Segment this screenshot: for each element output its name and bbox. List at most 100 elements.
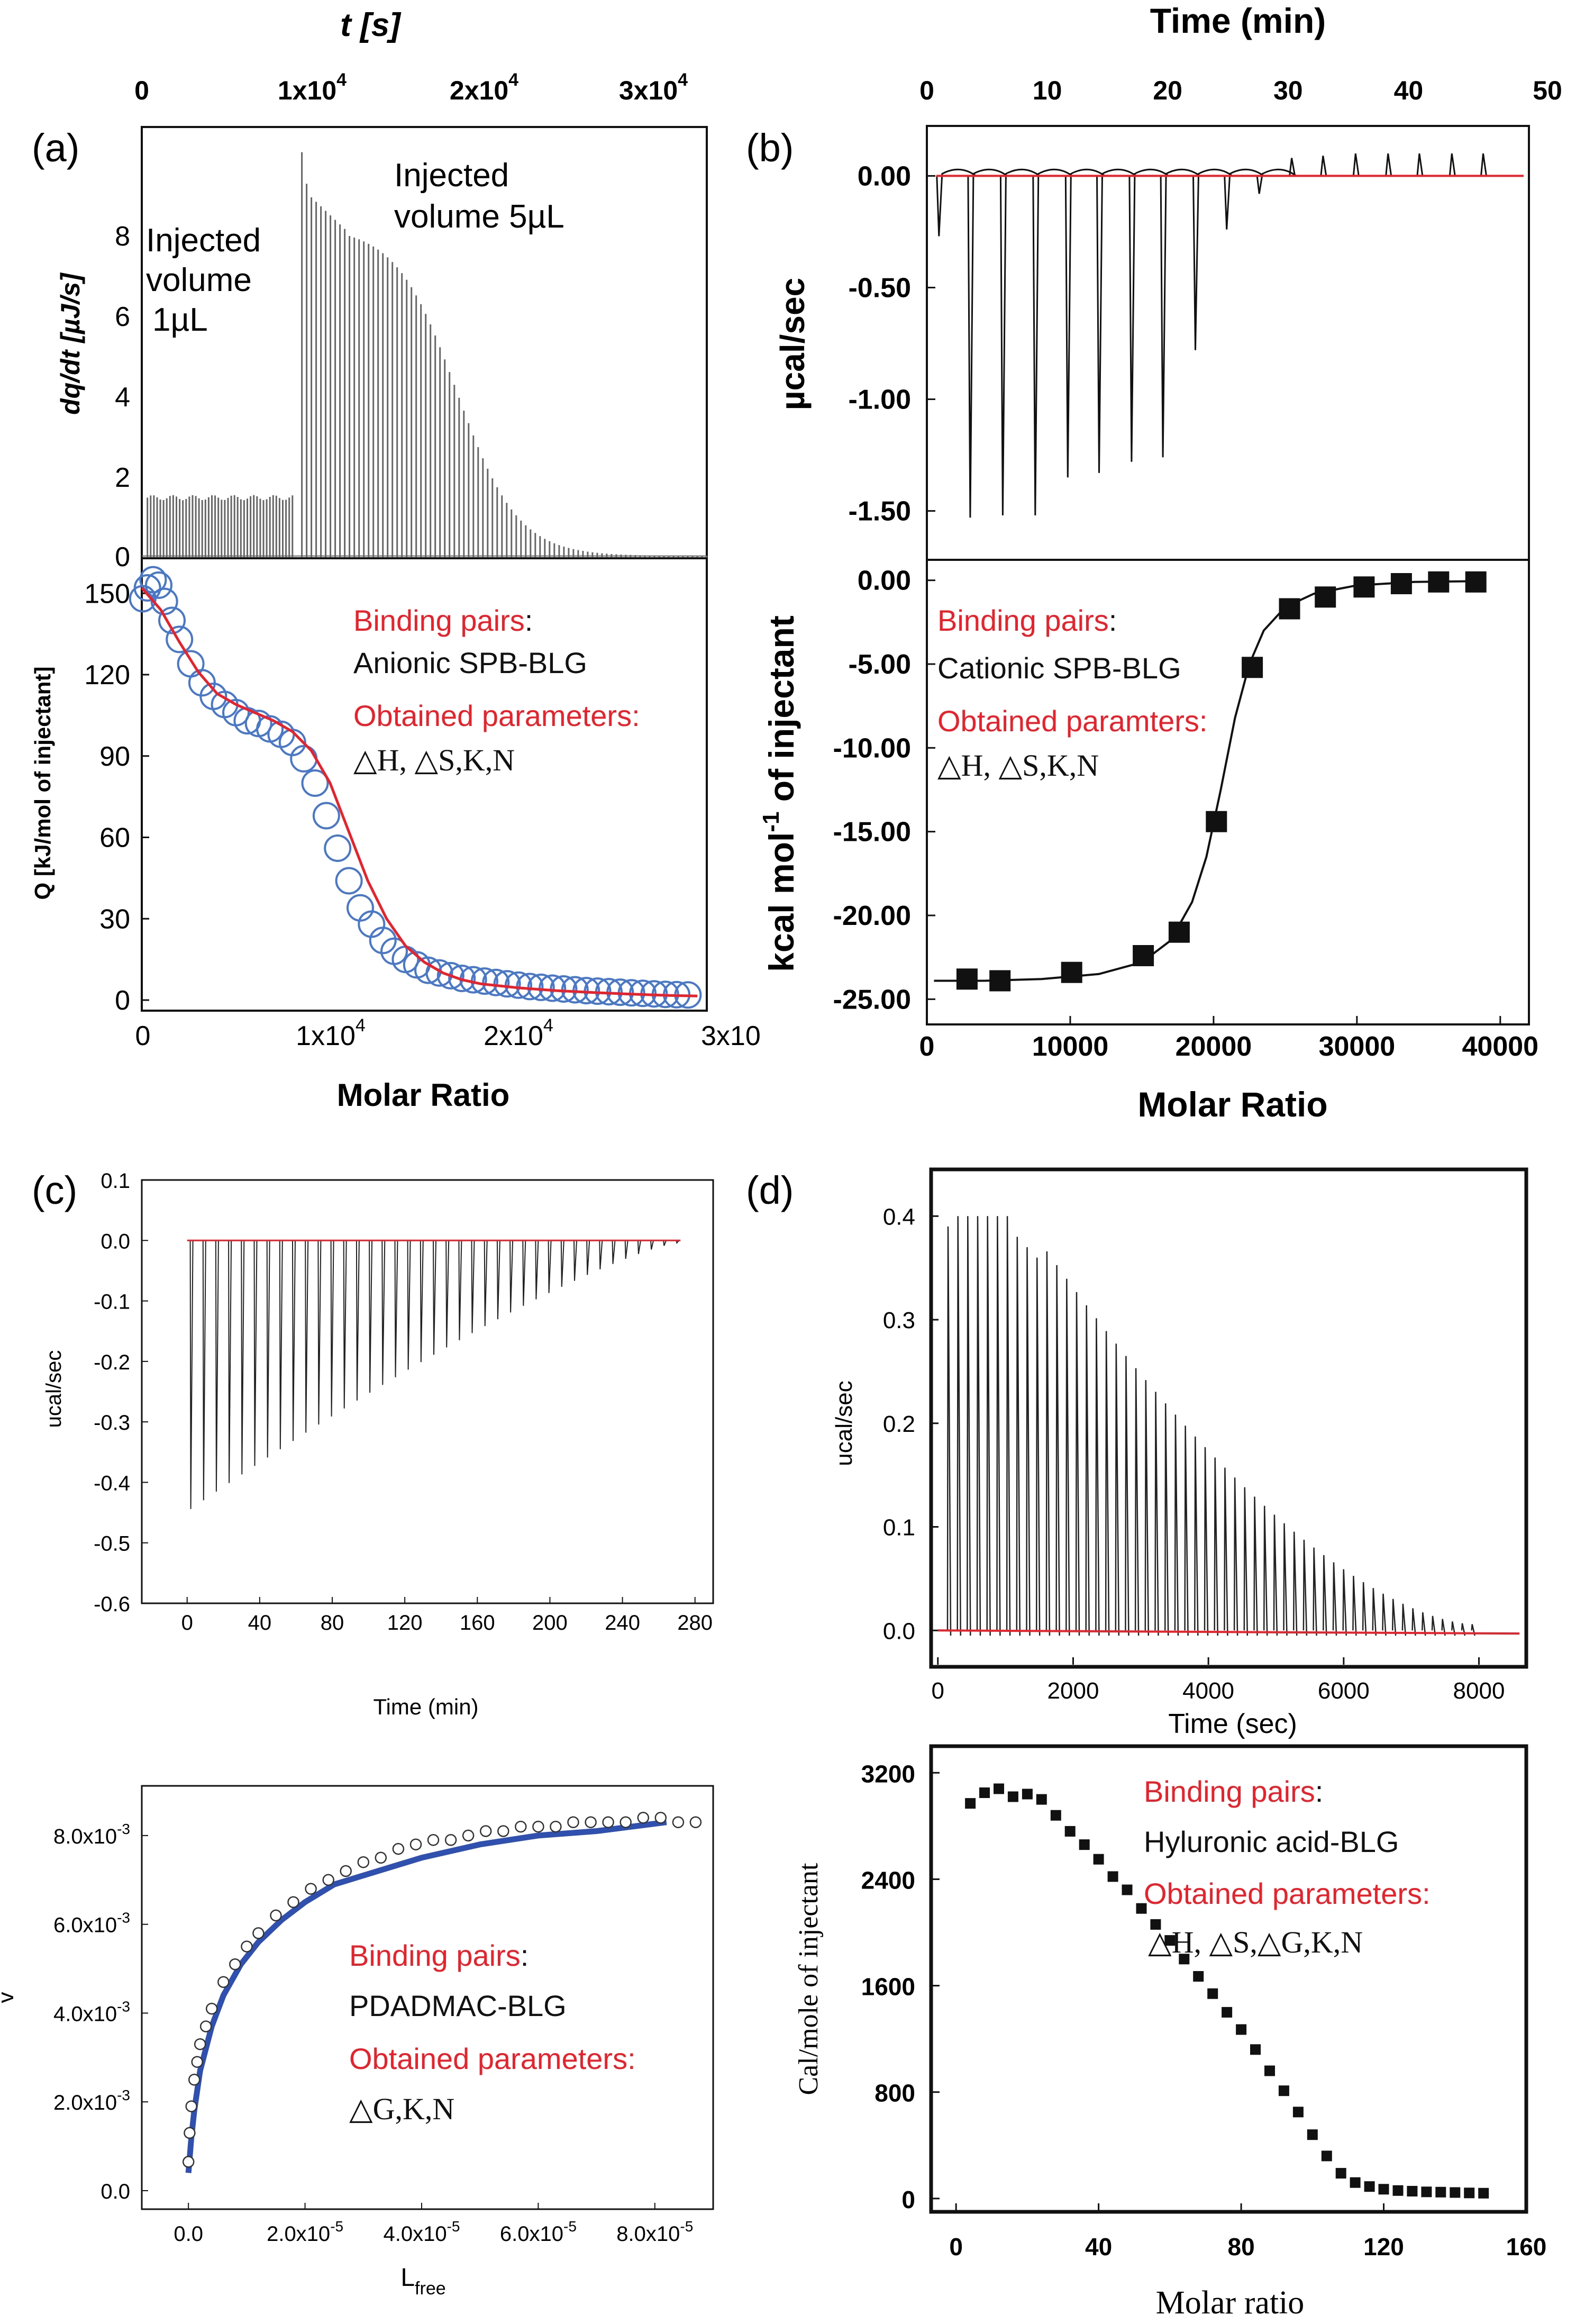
d-data-point	[1193, 1971, 1204, 1982]
c-injection-peak	[612, 1240, 616, 1264]
d-data-point	[1407, 2186, 1418, 2196]
panel-a-note1-line3: 1µL	[152, 302, 208, 338]
c-data-point	[462, 1829, 475, 1842]
d-injection-peak	[1253, 1496, 1258, 1636]
d-data-point	[1236, 2024, 1247, 2035]
d-data-point	[1093, 1854, 1104, 1865]
panel-a-op-value: △H, △S,K,N	[353, 743, 515, 777]
panel-a-note2-line1: Injected	[394, 157, 509, 194]
d-injection-peak	[1085, 1305, 1090, 1636]
c-injection-peak	[266, 1240, 270, 1458]
panel-d-bottom-ytick: 0	[901, 2186, 915, 2213]
panel-d-top-ytick: 0.0	[883, 1618, 915, 1644]
panel-b-bottom-xtick: 10000	[1032, 1031, 1109, 1062]
panel-d-bottom-xtick: 0	[949, 2233, 963, 2261]
a-data-point	[482, 968, 510, 996]
b-injection-peak	[1064, 168, 1106, 478]
b-data-point	[1168, 921, 1190, 943]
c-injection-peak	[522, 1240, 526, 1306]
panel-c-top-xtick: 160	[460, 1611, 495, 1635]
d-injection-peak	[1224, 1467, 1228, 1636]
d-data-point	[1022, 1789, 1033, 1800]
c-data-point	[322, 1874, 334, 1886]
d-injection-peak	[967, 1216, 971, 1636]
panel-a-bottom-ytick: 150	[84, 578, 130, 609]
panel-d-top-xtick: 6000	[1318, 1678, 1370, 1704]
d-data-point	[1079, 1839, 1090, 1850]
panel-d: (d) ucal/sec 0.00.10.20.30.4 0 2000 4000 60…	[746, 1167, 1547, 2321]
b-injection-peak	[1416, 153, 1424, 176]
d-data-point	[1050, 1810, 1061, 1821]
panel-c-bottom-xtick: 6.0x10-5	[500, 2218, 577, 2246]
a-data-point	[158, 606, 186, 634]
d-injection-peak	[1154, 1392, 1159, 1636]
panel-a-bottom-xtick-3: 3x10	[701, 1021, 761, 1051]
panel-d-top-xlabel: Time (sec)	[1168, 1709, 1297, 1739]
panel-a-bottom-ytick: 60	[99, 823, 130, 854]
c-data-point	[217, 1976, 230, 1988]
c-data-point	[602, 1816, 614, 1828]
d-data-point	[1007, 1791, 1018, 1802]
panel-d-bottom-yticks: 0 800 1600 2400 3200	[861, 1760, 940, 2213]
panel-b-top-tick: 30	[1273, 76, 1303, 105]
panel-b-bottom-xtick: 30000	[1319, 1031, 1396, 1062]
panel-a-top-tick-3: 3x104	[619, 70, 688, 105]
c-data-point	[689, 1816, 702, 1828]
panel-c-bottom-ytick: 4.0x10-3	[53, 1998, 130, 2026]
d-data-point	[1164, 1935, 1176, 1946]
b-data-point	[1061, 961, 1082, 983]
panel-c-top-ytick: -0.1	[94, 1291, 130, 1314]
d-injection-peak	[996, 1216, 1001, 1636]
b-data-point	[1206, 811, 1227, 832]
b-data-point	[1279, 598, 1300, 620]
panel-a: (a) t [s] 0 1x104 2x104 3x104 dq/dt [µJ/…	[30, 7, 761, 1113]
a-data-point	[436, 961, 464, 989]
b-injection-peak	[999, 168, 1041, 516]
panel-d-top-ytick: 0.2	[883, 1411, 915, 1437]
d-injection-peak	[1401, 1603, 1407, 1636]
d-injection-peak	[1441, 1619, 1446, 1636]
b-data-point	[1242, 657, 1263, 678]
panel-b-top-ytick: 0.00	[858, 161, 911, 192]
c-injection-peak	[305, 1240, 309, 1433]
panel-a-note1-line1: Injected	[146, 222, 261, 259]
d-data-point	[1350, 2177, 1361, 2188]
a-data-point	[493, 970, 521, 998]
panel-c-bottom-xlabel: Lfree	[400, 2264, 445, 2299]
c-data-point	[184, 2127, 196, 2139]
d-injection-peak	[1055, 1265, 1060, 1636]
panel-c-bottom-yticks: 0.0 2.0x10-3 4.0x10-3 6.0x10-3 8.0x10-3	[53, 1821, 148, 2203]
panel-c-bottom-frame	[141, 1785, 714, 2210]
panel-a-top-ytick-4: 4	[115, 382, 130, 413]
c-data-point	[185, 2100, 197, 2112]
d-data-point	[1150, 1919, 1161, 1930]
panel-d-op-value: △H, △S,△G,K,N	[1148, 1925, 1363, 1959]
c-data-point	[585, 1816, 597, 1828]
c-data-point	[409, 1838, 422, 1850]
c-injection-peak	[330, 1240, 334, 1417]
b-data-point	[1465, 571, 1487, 593]
panel-c-bp-value: PDADMAC-BLG	[349, 1989, 567, 2022]
d-injection-peak	[1273, 1514, 1278, 1636]
c-data-point	[444, 1834, 457, 1846]
d-data-point	[1378, 2184, 1389, 2195]
d-injection-peak	[1035, 1257, 1041, 1636]
panel-b-bottom-ytick: -10.00	[833, 733, 911, 764]
d-data-point	[1335, 2168, 1346, 2179]
d-injection-peak	[1134, 1368, 1140, 1636]
d-injection-peak	[1026, 1247, 1031, 1636]
panel-c-top-ytick: -0.6	[94, 1593, 130, 1616]
panel-a-op-title: Obtained parameters:	[353, 699, 640, 732]
panel-d-bottom-xtick: 160	[1506, 2233, 1547, 2261]
panel-c-top-xtick: 80	[321, 1611, 344, 1635]
d-injection-peak	[1194, 1436, 1199, 1636]
c-data-point	[637, 1812, 650, 1824]
panel-c-top-xticks: 0 40 80 120 160 200 240 280	[181, 1597, 713, 1635]
a-data-point	[335, 867, 363, 895]
panel-d-top-ytick: 0.3	[883, 1308, 915, 1333]
panel-c-op-value: △G,K,N	[349, 2092, 454, 2126]
panel-c-top-xlabel: Time (min)	[373, 1694, 478, 1719]
d-data-point	[1478, 2187, 1489, 2199]
panel-d-bottom-xtick: 40	[1085, 2233, 1112, 2261]
panel-a-top-tick-0: 0	[134, 76, 149, 105]
